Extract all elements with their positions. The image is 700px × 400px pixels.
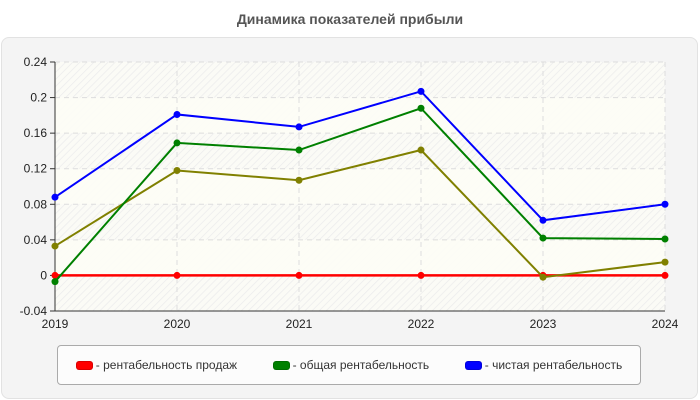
data-point bbox=[539, 216, 547, 224]
data-point bbox=[661, 200, 669, 208]
data-point bbox=[417, 104, 425, 112]
y-tick-label: 0.08 bbox=[24, 197, 48, 211]
legend-swatch-red bbox=[75, 360, 93, 370]
data-point bbox=[173, 139, 181, 147]
data-point bbox=[417, 87, 425, 95]
x-tick-label: 2020 bbox=[164, 317, 191, 331]
y-tick-label: -0.04 bbox=[20, 304, 48, 318]
data-point bbox=[51, 271, 59, 279]
data-point bbox=[661, 235, 669, 243]
legend-item-net: - чистая рентабельность bbox=[464, 358, 623, 372]
data-point bbox=[173, 110, 181, 118]
data-point bbox=[51, 193, 59, 201]
y-tick-label: 0.12 bbox=[24, 162, 48, 176]
data-point bbox=[295, 123, 303, 131]
data-point bbox=[51, 242, 59, 250]
data-point bbox=[173, 271, 181, 279]
data-point bbox=[539, 273, 547, 281]
x-tick-label: 2023 bbox=[530, 317, 557, 331]
data-point bbox=[295, 146, 303, 154]
y-tick-label: 0.04 bbox=[24, 233, 48, 247]
series-line bbox=[54, 148, 666, 279]
y-tick-label: 0.24 bbox=[24, 55, 48, 69]
legend-item-total: - общая рентабельность bbox=[272, 358, 430, 372]
data-point bbox=[417, 146, 425, 154]
legend: - рентабельность продаж - общая рентабел… bbox=[57, 345, 641, 385]
data-point bbox=[51, 278, 59, 286]
data-point bbox=[661, 271, 669, 279]
y-tick-label: 0 bbox=[40, 268, 47, 282]
data-point bbox=[295, 176, 303, 184]
plot-background bbox=[55, 62, 665, 311]
legend-item-sales: - рентабельность продаж bbox=[75, 358, 238, 372]
data-point bbox=[173, 166, 181, 174]
x-tick-label: 2021 bbox=[286, 317, 313, 331]
legend-swatch-green bbox=[272, 360, 290, 370]
x-tick-label: 2024 bbox=[652, 317, 679, 331]
data-point bbox=[417, 271, 425, 279]
y-tick-label: 0.2 bbox=[30, 91, 47, 105]
data-point bbox=[661, 258, 669, 266]
chart-title: Динамика показателей прибыли bbox=[236, 11, 464, 27]
legend-label: - чистая рентабельность bbox=[484, 358, 623, 372]
axes: -0.04 0 0.04 0.08 0.12 0.16 0.2 0.24 2019 2020 202… bbox=[20, 55, 679, 331]
plot-area: -0.04 0 0.04 0.08 0.12 0.16 0.2 0.24 2019 2020 202… bbox=[20, 55, 679, 331]
legend-label: - рентабельность продаж bbox=[95, 358, 238, 372]
x-tick-label: 2022 bbox=[408, 317, 435, 331]
data-point bbox=[295, 271, 303, 279]
series-line bbox=[54, 90, 666, 222]
data-point bbox=[539, 234, 547, 242]
series-lines bbox=[51, 87, 669, 286]
y-tick-label: 0.16 bbox=[24, 126, 48, 140]
legend-label: - общая рентабельность bbox=[292, 358, 430, 372]
series-line bbox=[54, 107, 666, 283]
x-tick-label: 2019 bbox=[42, 317, 69, 331]
legend-swatch-blue bbox=[464, 360, 482, 370]
